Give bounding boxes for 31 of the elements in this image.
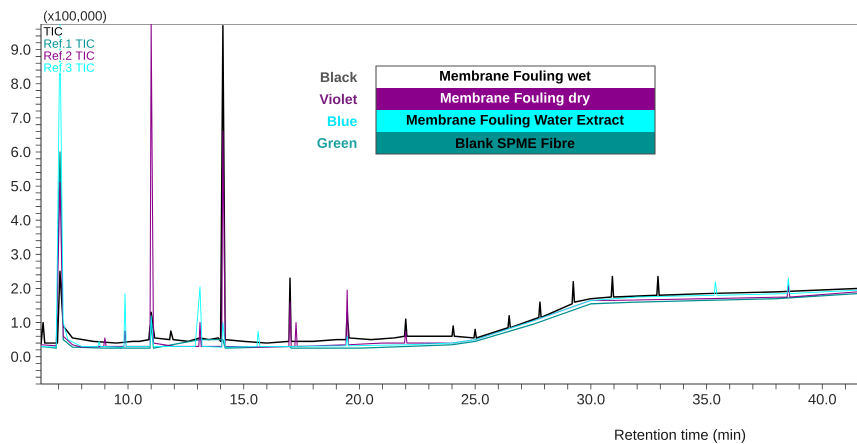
y-tick-label: 9.0 <box>11 44 30 55</box>
annotation: Membrane Fouling dry <box>440 92 590 106</box>
annotation: Membrane Fouling wet <box>440 70 591 84</box>
text: (x100,000) <box>44 10 106 24</box>
annotation: Green <box>317 138 356 148</box>
y-tick-label: 8.0 <box>11 78 30 89</box>
text: TIC <box>44 27 62 36</box>
x-tick-label: 10.0 <box>114 394 142 404</box>
x-tick-label: 30.0 <box>577 394 605 404</box>
series-label: Ref.3 TIC <box>44 63 94 72</box>
y-tick-label: 1.0 <box>12 317 30 328</box>
y-tick-label: 2.0 <box>11 283 30 294</box>
annotation: Violet <box>320 94 358 104</box>
x-tick-label: 40.0 <box>808 394 836 404</box>
text: Ref.2 TIC <box>44 51 94 60</box>
x-tick-label: 20.0 <box>346 394 374 404</box>
annotation: Membrane Fouling Water Extract <box>406 114 624 128</box>
annotation: Blank SPME Fibre <box>456 138 574 148</box>
x-tick-label: 15.0 <box>230 394 258 404</box>
y-tick-label: 5.0 <box>11 180 30 192</box>
y-tick-label: 4.0 <box>10 215 30 226</box>
annotation: Black <box>320 72 358 82</box>
x-tick-label: 25.0 <box>462 394 489 404</box>
x-tick-label: 35.0 <box>692 394 720 404</box>
x-axis-title: Retention time (min) <box>615 429 746 443</box>
y-tick-label: 6.0 <box>11 146 30 158</box>
y-tick-label: 3.0 <box>11 249 30 260</box>
text: Ref.1 TIC <box>44 39 94 48</box>
y-tick-label: 7.0 <box>11 112 30 124</box>
y-tick-label: 0.0 <box>11 352 30 362</box>
annotation: Blue <box>328 116 357 126</box>
